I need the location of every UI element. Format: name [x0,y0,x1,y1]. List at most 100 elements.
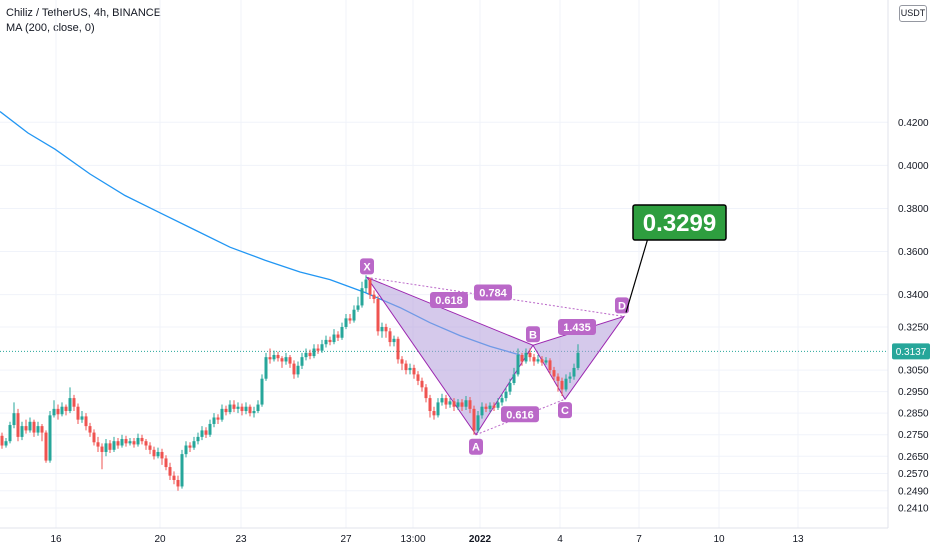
candle-body [484,406,488,409]
candle-body [260,378,264,405]
pattern-point-a-bg [469,438,483,455]
pattern-point-d: D [618,300,626,312]
pattern-point-a: A [472,442,480,454]
pattern-labels-layer: X A B C D 0.618 0.784 1.435 0.616 0.3299 [360,204,727,455]
candle-body [72,398,76,407]
y-tick-label: 0.3050 [898,366,929,377]
candles-layer [0,275,580,491]
candle-body [32,421,36,433]
candle-body [140,437,144,442]
candle-body [184,445,188,455]
candle-body [136,437,140,445]
candle-body [368,279,372,295]
candle-body [148,445,152,450]
candle-body [440,398,444,403]
x-tick-label: 13 [792,534,804,545]
ratio-label: 0.618 [435,295,463,307]
candle-body [544,360,548,363]
candle-body [192,441,196,448]
candle-body [268,357,272,360]
candle-body [524,352,528,362]
candle-body [504,391,508,399]
candle-body [312,348,316,357]
candle-body [476,415,480,431]
candle-body [296,365,300,375]
candle-body [324,339,328,345]
pattern-triangle-xab [365,276,534,436]
candle-body [436,402,440,416]
ratio-label-bg [558,318,596,335]
candle-body [448,401,452,405]
candle-body [280,358,284,362]
candle-body [412,367,416,375]
candle-body [472,408,476,431]
candle-body [76,406,80,420]
y-tick-label: 0.3800 [898,204,929,215]
candle-body [0,435,4,446]
candle-body [316,348,320,351]
candle-body [56,408,60,415]
candle-body [104,443,108,452]
candle-body [236,406,240,409]
candle-body [388,331,392,343]
x-tick-label: 27 [340,534,352,545]
candle-body [40,426,44,433]
candle-body [132,441,136,445]
candle-body [348,318,352,321]
candle-body [16,413,20,437]
candle-body [60,406,64,415]
y-tick-label: 0.3600 [898,247,929,258]
candle-body [336,334,340,338]
candle-body [556,376,560,381]
candle-body [208,423,212,435]
x-tick-label: 2022 [469,534,492,545]
candle-body [164,458,168,468]
candle-body [392,338,396,343]
candle-body [308,352,312,357]
candle-body [432,411,436,416]
candle-body [380,326,384,332]
candle-body [144,441,148,446]
ratio-label: 0.616 [506,409,534,421]
candle-body [332,334,336,343]
ratio-label-bg [501,406,539,423]
candle-body [216,417,220,420]
candle-body [12,413,16,426]
candle-body [80,416,84,420]
candle-body [20,426,24,437]
y-tick-label: 0.2650 [898,452,929,463]
candle-body [536,359,540,362]
pattern-point-b: B [529,329,537,341]
ratio-label-bg [474,284,512,301]
candle-body [128,441,132,444]
pattern-point-c-bg [558,402,572,419]
candle-body [84,416,88,427]
pattern-point-b-bg [526,326,540,343]
current-price-label: 0.3137 [896,347,927,358]
candle-body [500,398,504,403]
candle-body [28,421,32,431]
candle-body [364,279,368,289]
ratio-label-bg [430,292,468,309]
symbol-title: Chiliz / TetherUS, 4h, BINANCE [6,7,162,19]
candle-body [452,401,456,407]
candle-body [456,402,460,407]
candle-body [356,305,360,310]
candle-body [120,439,124,446]
candle-body [564,378,568,390]
candle-body [360,288,364,306]
candle-body [8,425,12,442]
candle-body [4,441,8,446]
pattern-point-x: X [363,261,371,273]
candle-body [548,360,552,371]
candle-body [92,432,96,443]
candle-body [420,380,424,388]
candle-body [444,398,448,405]
candle-body [272,354,276,360]
candle-body [376,298,380,332]
currency-button[interactable]: USDT [899,5,927,22]
candle-body [480,406,484,416]
candle-body [240,406,244,412]
y-tick-label: 0.2410 [898,504,929,515]
